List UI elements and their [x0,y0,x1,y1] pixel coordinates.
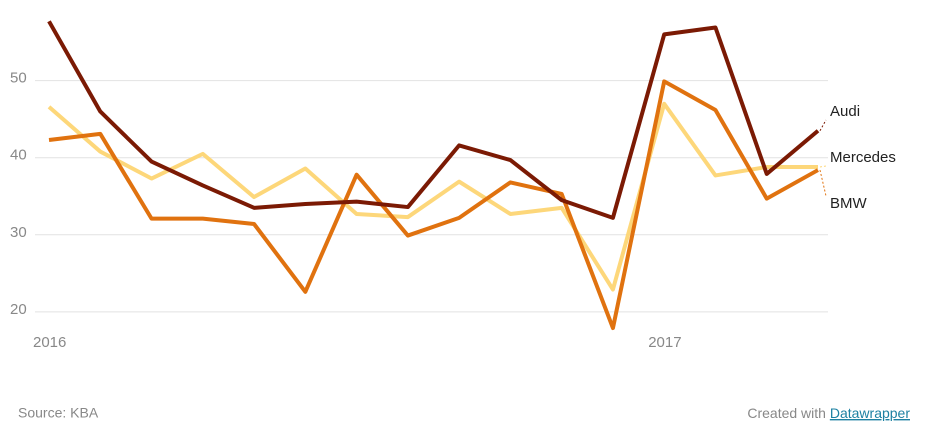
series-line [48,79,819,331]
credit: Created with Datawrapper [747,405,910,421]
y-tick-label: 50 [10,70,27,87]
series-label: Mercedes [830,149,896,166]
label-connector [819,119,827,131]
y-tick-label: 30 [10,224,27,241]
x-tick-label: 2017 [648,334,681,351]
series-line [47,20,820,220]
y-tick-label: 40 [10,147,27,164]
series-line [47,101,818,292]
source: Source: KBA [18,405,99,421]
series-label: Audi [830,103,860,120]
label-connector [819,169,827,197]
credit-link[interactable]: Datawrapper [830,405,910,421]
label-connector [819,165,827,168]
credit-prefix: Created with [747,405,826,421]
y-tick-label: 20 [10,301,27,318]
series-label: BMW [830,195,868,212]
x-tick-label: 2016 [33,334,66,351]
